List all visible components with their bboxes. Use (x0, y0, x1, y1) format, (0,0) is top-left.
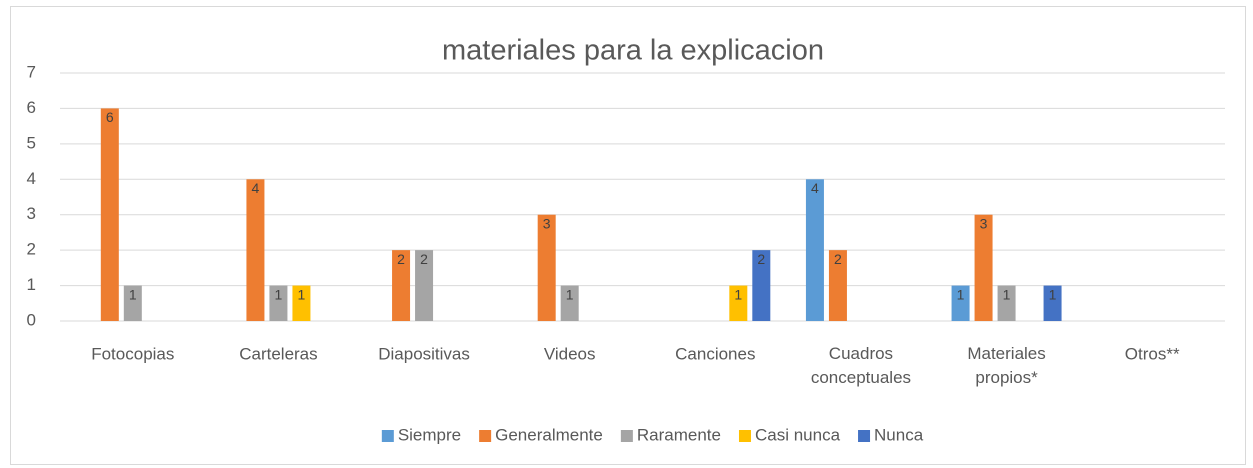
legend-label: Casi nunca (755, 425, 841, 444)
bar (560, 285, 579, 321)
bar (974, 214, 993, 321)
data-label: 1 (1049, 286, 1057, 302)
bar (415, 250, 434, 321)
legend-label: Generalmente (495, 425, 603, 444)
legend-swatch (381, 430, 394, 442)
data-label: 6 (106, 109, 114, 125)
legend-label: Raramente (637, 425, 721, 444)
data-label: 1 (957, 286, 965, 302)
bar (392, 250, 411, 321)
bar (537, 214, 556, 321)
bar (997, 285, 1016, 321)
data-label: 1 (298, 286, 306, 302)
data-label: 1 (1003, 286, 1011, 302)
x-tick-label: Otros** (1125, 344, 1180, 363)
bar (123, 285, 142, 321)
bar (805, 179, 824, 321)
legend-label: Siempre (398, 425, 461, 444)
data-label: 3 (543, 215, 551, 231)
x-tick-label: Videos (544, 344, 596, 363)
y-tick-label: 0 (27, 310, 36, 329)
x-tick-label: Diapositivas (378, 344, 470, 363)
x-tick-label: Materiales propios* (967, 344, 1045, 387)
data-label: 2 (834, 251, 842, 267)
x-tick-label: Cuadros conceptuales (811, 344, 911, 387)
y-tick-label: 6 (27, 98, 36, 117)
legend-swatch (858, 430, 871, 442)
bar (1043, 285, 1062, 321)
data-label: 1 (734, 286, 742, 302)
y-tick-label: 3 (27, 204, 36, 223)
legend-swatch (620, 430, 633, 442)
y-tick-label: 7 (27, 62, 36, 81)
x-tick-label: Carteleras (239, 344, 317, 363)
data-label: 4 (811, 180, 819, 196)
bar (951, 285, 970, 321)
bar (828, 250, 847, 321)
legend-swatch (738, 430, 751, 442)
x-tick-label: Fotocopias (91, 344, 174, 363)
data-label: 1 (129, 286, 137, 302)
data-label: 1 (275, 286, 283, 302)
bar (100, 108, 119, 321)
y-tick-label: 1 (27, 275, 36, 294)
chart-title: materiales para la explicacion (442, 35, 824, 67)
y-tick-label: 2 (27, 240, 36, 259)
bar (729, 285, 748, 321)
y-tick-label: 5 (27, 133, 36, 152)
data-label: 4 (252, 180, 260, 196)
bar (246, 179, 265, 321)
bar (752, 250, 771, 321)
data-label: 2 (397, 251, 405, 267)
bar (269, 285, 288, 321)
data-label: 2 (420, 251, 428, 267)
data-label: 1 (566, 286, 574, 302)
x-tick-label: Canciones (675, 344, 755, 363)
legend-swatch (479, 430, 492, 442)
data-label: 3 (980, 215, 988, 231)
y-tick-label: 4 (27, 169, 36, 188)
chart-border (10, 6, 1246, 465)
bar (292, 285, 311, 321)
legend-label: Nunca (874, 425, 924, 444)
data-label: 2 (757, 251, 765, 267)
